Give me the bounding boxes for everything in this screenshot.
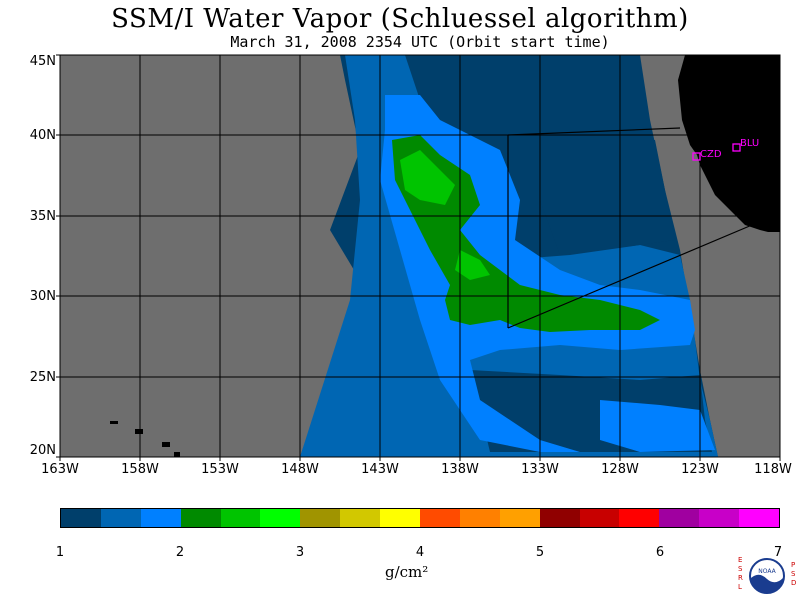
lat-label-25n: 25N bbox=[29, 370, 56, 385]
lat-label-40n: 40N bbox=[29, 128, 56, 143]
map-frame bbox=[59, 54, 781, 458]
colorbar-tick-4: 4 bbox=[415, 545, 425, 560]
swath-inner-dark-a bbox=[540, 140, 675, 255]
logo-esrl-e: E bbox=[738, 556, 742, 564]
colorbar-swatch-1 bbox=[61, 509, 101, 527]
swath-green-b bbox=[455, 250, 490, 280]
noaa-text: NOAA bbox=[758, 568, 776, 575]
lon-label-133w: 133W bbox=[521, 462, 559, 477]
colorbar-swatch-18 bbox=[739, 509, 780, 527]
lon-label-153w: 153W bbox=[201, 462, 239, 477]
analysis-domain-outline bbox=[507, 127, 753, 329]
lat-label-35n: 35N bbox=[29, 209, 56, 224]
lat-label-30n: 30N bbox=[29, 289, 56, 304]
land-west-coast-north-america bbox=[678, 55, 780, 235]
lat-label-45n: 45N bbox=[29, 54, 56, 69]
colorbar-swatch-2 bbox=[100, 509, 141, 527]
colorbar-swatch-15 bbox=[619, 509, 660, 527]
colorbar-tick-7: 7 bbox=[773, 545, 783, 560]
lon-label-143w: 143W bbox=[361, 462, 399, 477]
station-czd-label: CZD bbox=[700, 149, 722, 160]
svg-text:D: D bbox=[791, 579, 796, 587]
colorbar-swatch-3 bbox=[140, 509, 181, 527]
colorbar-tick-1: 1 bbox=[55, 545, 65, 560]
colorbar-swatch-16 bbox=[659, 509, 700, 527]
station-blu-label: BLU bbox=[740, 138, 759, 149]
colorbar-swatch-14 bbox=[579, 509, 620, 527]
colorbar-unit: g/cm² bbox=[385, 563, 429, 581]
lon-label-158w: 158W bbox=[121, 462, 159, 477]
lat-lon-grid bbox=[60, 55, 780, 457]
lon-label-163w: 163W bbox=[41, 462, 79, 477]
map-subtitle: March 31, 2008 2354 UTC (Orbit start tim… bbox=[230, 33, 610, 51]
svg-text:L: L bbox=[738, 583, 742, 591]
swath-dark-green bbox=[392, 135, 660, 332]
colorbar-swatch-6 bbox=[260, 509, 301, 527]
colorbar-swatch-13 bbox=[539, 509, 580, 527]
colorbar-swatch-5 bbox=[220, 509, 261, 527]
colorbar-swatch-11 bbox=[459, 509, 500, 527]
colorbar-swatch-17 bbox=[699, 509, 740, 527]
colorbar-tick-3: 3 bbox=[295, 545, 305, 560]
lon-label-128w: 128W bbox=[601, 462, 639, 477]
colorbar-swatch-8 bbox=[340, 509, 381, 527]
axis-ticks bbox=[56, 54, 781, 461]
colorbar bbox=[60, 508, 780, 528]
lat-label-20n: 20N bbox=[29, 443, 56, 458]
land-channel-islands bbox=[748, 232, 780, 240]
svg-text:R: R bbox=[738, 574, 743, 582]
hawaii-islands bbox=[110, 421, 180, 457]
lon-label-123w: 123W bbox=[681, 462, 719, 477]
svg-text:P: P bbox=[791, 561, 795, 569]
colorbar-swatch-4 bbox=[180, 509, 221, 527]
colorbar-tick-2: 2 bbox=[175, 545, 185, 560]
colorbar-tick-6: 6 bbox=[655, 545, 665, 560]
lon-label-118w: 118W bbox=[754, 462, 792, 477]
lon-label-148w: 148W bbox=[281, 462, 319, 477]
station-czd: CZD bbox=[692, 149, 722, 161]
colorbar-swatch-10 bbox=[420, 509, 460, 527]
colorbar-swatch-12 bbox=[499, 509, 540, 527]
colorbar-swatch-7 bbox=[300, 509, 341, 527]
swath-light-blue-lower bbox=[600, 400, 715, 452]
svg-text:S: S bbox=[738, 565, 743, 573]
swath-green bbox=[400, 150, 455, 205]
colorbar-tick-5: 5 bbox=[535, 545, 545, 560]
noaa-esrl-psd-logo: E S R L P S D NOAA bbox=[738, 556, 796, 594]
svg-text:S: S bbox=[791, 570, 796, 578]
lon-label-138w: 138W bbox=[441, 462, 479, 477]
station-blu: BLU bbox=[732, 138, 759, 152]
colorbar-swatch-9 bbox=[380, 509, 421, 527]
map-title: SSM/I Water Vapor (Schluessel algorithm) bbox=[111, 4, 689, 34]
